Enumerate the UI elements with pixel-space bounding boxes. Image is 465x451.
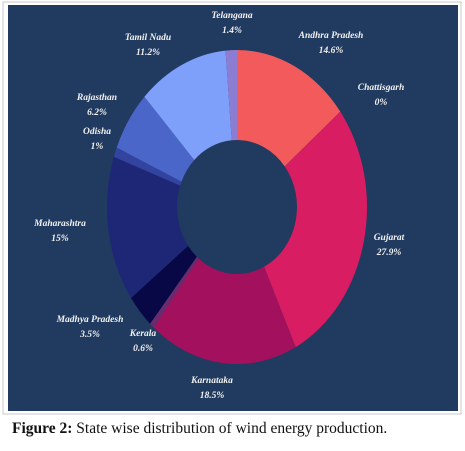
slice-value-label: 14.6%	[319, 46, 344, 56]
caption: Figure 2: State wise distribution of win…	[12, 420, 387, 438]
slice-value-label: 11.2%	[136, 48, 160, 58]
donut-slice	[225, 50, 237, 141]
slice-label: Odisha	[83, 127, 111, 137]
donut-slice	[113, 147, 182, 186]
donut-slice	[116, 96, 195, 182]
slice-label: Tamil Nadu	[125, 33, 171, 43]
slice-value-label: 0.6%	[133, 344, 153, 354]
slice-label: Rajasthan	[76, 93, 117, 103]
caption-label: Figure 2:	[12, 420, 73, 437]
figure-border	[2, 1, 462, 415]
slice-value-label: 15%	[51, 234, 69, 244]
donut-slice	[237, 50, 341, 167]
slice-value-label: 3.5%	[79, 330, 100, 340]
slice-label: Maharashtra	[33, 219, 86, 229]
donut-slice	[153, 258, 296, 364]
slice-label: Madhya Pradesh	[56, 315, 124, 325]
caption-text: State wise distribution of wind energy p…	[76, 420, 388, 437]
donut-slice	[131, 245, 197, 324]
donut-slice	[144, 50, 232, 160]
slice-label: Gujarat	[374, 233, 405, 243]
slice-value-label: 6.2%	[87, 108, 107, 118]
donut-slice	[264, 111, 367, 348]
slice-label: Kerala	[129, 329, 157, 339]
slice-value-label: 1%	[91, 142, 104, 152]
donut-slice	[106, 156, 189, 298]
slice-label: Andhra Pradesh	[298, 31, 364, 41]
slice-value-label: 27.9%	[376, 248, 402, 258]
donut-slice	[150, 256, 199, 328]
slice-value-label: 18.5%	[200, 391, 225, 401]
slice-value-label: 0%	[375, 98, 388, 108]
slice-value-label: 1.4%	[222, 26, 242, 36]
slice-label: Karnataka	[190, 376, 233, 386]
slice-label: Chattisgarh	[358, 83, 404, 93]
slice-label: Telangana	[211, 11, 253, 21]
